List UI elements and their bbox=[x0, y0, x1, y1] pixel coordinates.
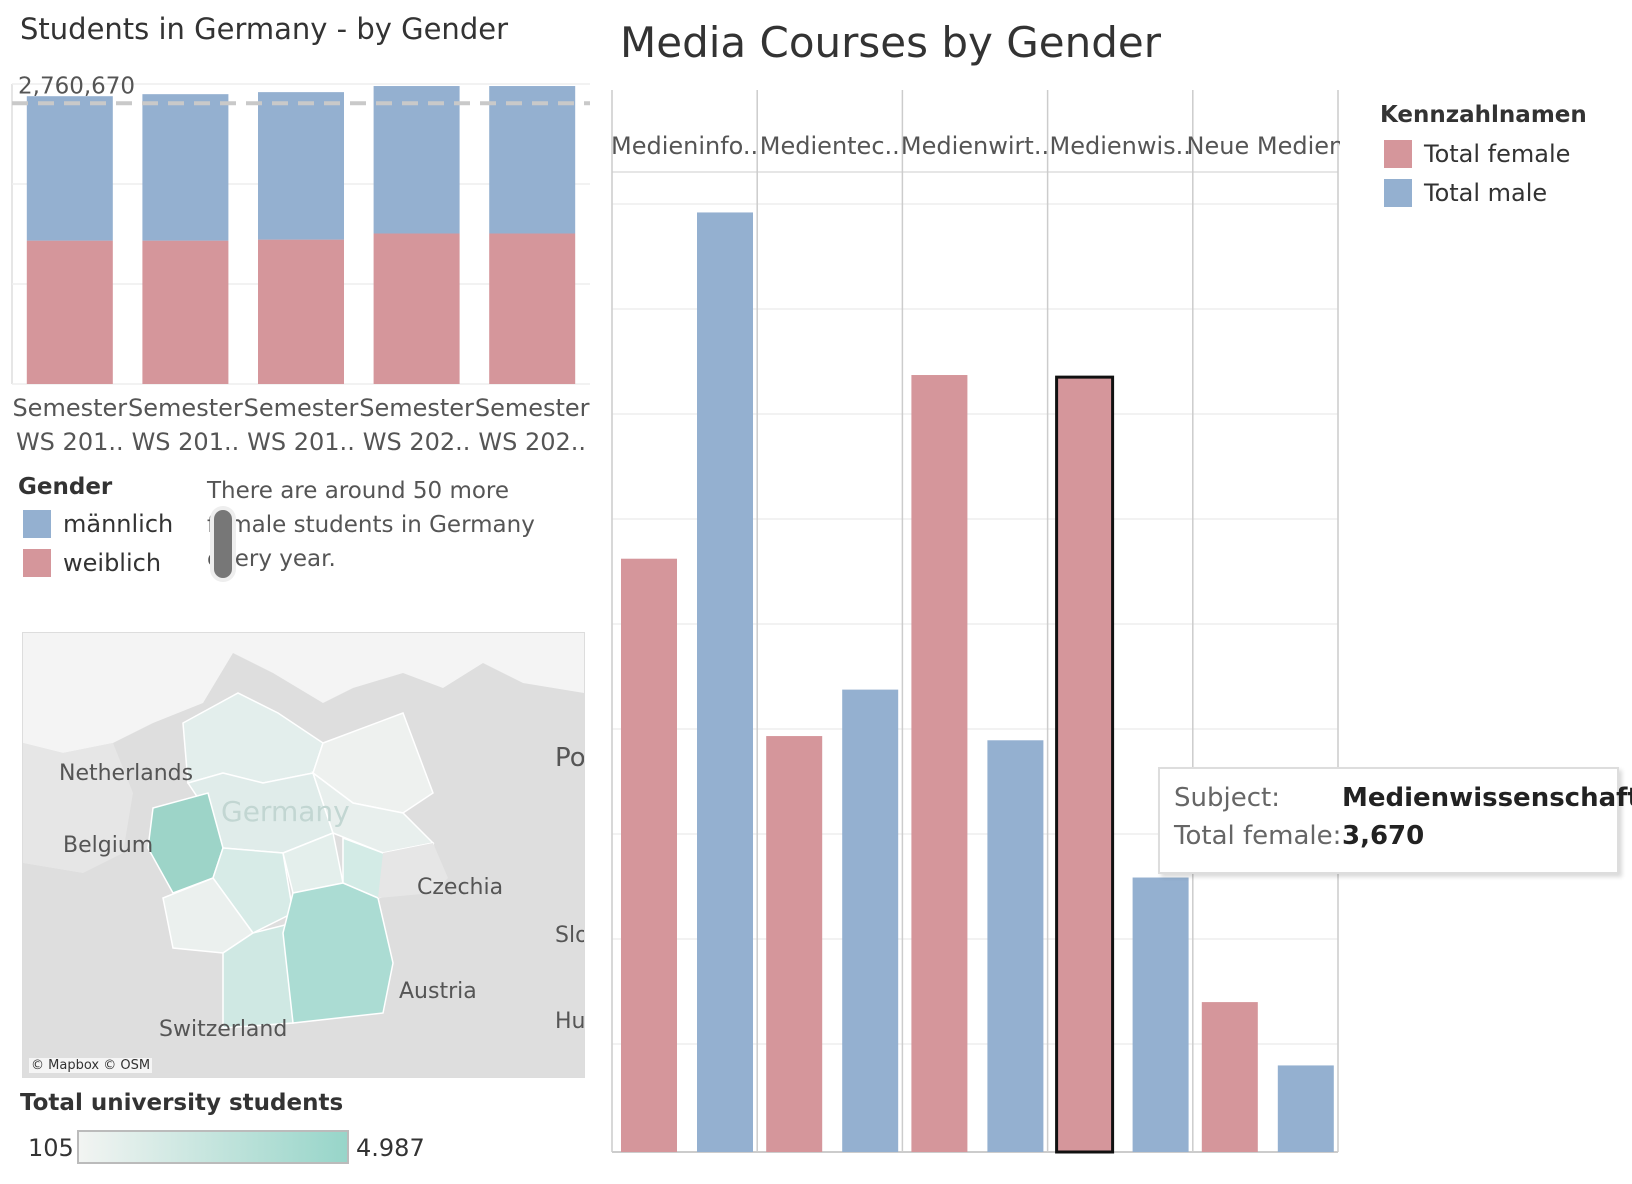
left-x-tick-label: WS 201.. bbox=[247, 428, 355, 456]
legend-label: männlich bbox=[63, 510, 174, 538]
map-label-hungary: Hu bbox=[555, 1009, 585, 1034]
color-scale-min: 105 bbox=[28, 1134, 74, 1162]
left-x-tick-label: WS 202.. bbox=[363, 428, 471, 456]
bar-weiblich-3[interactable] bbox=[373, 233, 460, 384]
tooltip-female-key: Total female: bbox=[1174, 821, 1342, 851]
bar-total-female-0[interactable] bbox=[621, 558, 677, 1152]
bar-weiblich-1[interactable] bbox=[142, 240, 229, 384]
right-chart-title: Media Courses by Gender bbox=[620, 18, 1161, 67]
bar-total-male-0[interactable] bbox=[697, 212, 753, 1152]
map-label-czechia: Czechia bbox=[417, 875, 504, 900]
scrollbar-thumb[interactable] bbox=[214, 510, 232, 578]
subject-header[interactable]: Medieninfo.. bbox=[611, 132, 758, 160]
czechia-shape bbox=[378, 843, 448, 898]
measure-legend-title: Kennzahlnamen bbox=[1380, 102, 1587, 128]
legend-item-maennlich[interactable]: männlich bbox=[23, 510, 173, 538]
tooltip: Subject: Medienwissenschaft Total female… bbox=[1158, 767, 1632, 874]
map-label-netherlands: Netherlands bbox=[59, 761, 194, 786]
bar-weiblich-4[interactable] bbox=[489, 233, 576, 384]
tooltip-subject-key: Subject: bbox=[1174, 783, 1280, 813]
legend-label: Total male bbox=[1424, 179, 1548, 207]
bar-weiblich-2[interactable] bbox=[258, 239, 344, 384]
left-x-tick-label: WS 201.. bbox=[132, 428, 240, 456]
total-male-swatch bbox=[1384, 179, 1412, 207]
left-x-tick-label: Semester bbox=[475, 394, 590, 422]
subject-header[interactable]: Neue Medien bbox=[1187, 132, 1340, 160]
map-label-belgium: Belgium bbox=[63, 833, 154, 858]
bar-männlich-1[interactable] bbox=[142, 94, 229, 241]
legend-item-total-female[interactable]: Total female bbox=[1384, 140, 1570, 168]
media-courses-chart[interactable]: Medieninfo.. Medientec.. Medienwirt.. Medie… bbox=[600, 80, 1340, 1160]
map-shapes bbox=[23, 633, 584, 1077]
left-chart-title: Students in Germany - by Gender bbox=[20, 12, 508, 46]
bar-total-male-4[interactable] bbox=[1277, 1065, 1334, 1152]
germany-map[interactable]: Netherlands Belgium Germany Czechia Aust… bbox=[22, 632, 585, 1078]
state-bavaria bbox=[282, 882, 394, 1024]
map-attribution[interactable]: © Mapbox © OSM bbox=[29, 1058, 153, 1073]
gender-legend-title: Gender bbox=[18, 474, 113, 500]
left-x-tick-label: Semester bbox=[128, 394, 243, 422]
map-label-poland: Po bbox=[555, 743, 585, 773]
map-label-germany: Germany bbox=[221, 795, 350, 828]
color-scale-max: 4.987 bbox=[356, 1134, 425, 1162]
bar-total-female-1[interactable] bbox=[766, 736, 823, 1152]
left-x-tick-label: Semester bbox=[12, 394, 127, 422]
legend-item-total-male[interactable]: Total male bbox=[1384, 179, 1547, 207]
bar-total-male-3[interactable] bbox=[1132, 877, 1189, 1152]
bar-total-male-1[interactable] bbox=[842, 689, 899, 1152]
annotation-text: There are around 50 more female students… bbox=[207, 478, 535, 572]
map-label-switzerland: Switzerland bbox=[159, 1017, 288, 1042]
bar-total-female-2[interactable] bbox=[911, 375, 968, 1153]
left-x-tick-label: WS 201.. bbox=[16, 428, 124, 456]
bar-total-female-4[interactable] bbox=[1201, 1002, 1258, 1152]
subject-header[interactable]: Medientec.. bbox=[760, 132, 900, 160]
left-x-tick-label: WS 202.. bbox=[478, 428, 586, 456]
bar-weiblich-0[interactable] bbox=[26, 240, 113, 384]
state-hesse bbox=[212, 847, 294, 934]
map-label-austria: Austria bbox=[399, 979, 477, 1004]
tooltip-female-value: 3,670 bbox=[1342, 821, 1425, 851]
tooltip-subject-value: Medienwissenschaft bbox=[1342, 783, 1632, 813]
left-x-tick-label: Semester bbox=[244, 394, 359, 422]
bar-total-male-2[interactable] bbox=[987, 740, 1044, 1152]
subject-header[interactable]: Medienwis.. bbox=[1049, 132, 1190, 160]
color-scale-title: Total university students bbox=[20, 1090, 344, 1116]
bar-total-female-3[interactable] bbox=[1055, 375, 1115, 1154]
legend-label: weiblich bbox=[63, 549, 162, 577]
left-x-tick-label: Semester bbox=[359, 394, 474, 422]
netherlands-shape bbox=[23, 743, 133, 873]
subject-header[interactable]: Medienwirt.. bbox=[901, 132, 1049, 160]
weiblich-swatch bbox=[23, 549, 51, 577]
reference-line-label: 2,760,670 bbox=[18, 73, 135, 99]
bar-männlich-2[interactable] bbox=[258, 92, 344, 240]
maennlich-swatch bbox=[23, 510, 51, 538]
color-scale-gradient bbox=[77, 1130, 349, 1164]
total-female-swatch bbox=[1384, 140, 1412, 168]
bar-männlich-0[interactable] bbox=[26, 96, 113, 241]
bar-männlich-3[interactable] bbox=[373, 86, 460, 234]
bar-männlich-4[interactable] bbox=[489, 86, 576, 234]
legend-label: Total female bbox=[1424, 140, 1571, 168]
map-label-slovakia: Slo bbox=[555, 923, 584, 948]
sea-area bbox=[23, 633, 584, 753]
legend-item-weiblich[interactable]: weiblich bbox=[23, 549, 161, 577]
